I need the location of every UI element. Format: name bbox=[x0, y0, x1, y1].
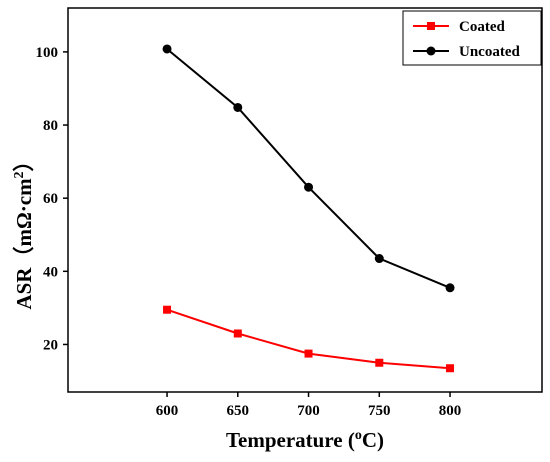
x-axis-title: Temperature (oC) bbox=[226, 428, 384, 452]
legend-label-uncoated: Uncoated bbox=[459, 44, 520, 60]
x-tick-label: 700 bbox=[297, 403, 320, 419]
x-tick-label: 600 bbox=[156, 403, 179, 419]
legend-marker-coated bbox=[427, 22, 435, 30]
y-tick-label: 40 bbox=[43, 264, 58, 280]
data-point-coated bbox=[304, 349, 313, 358]
data-point-coated bbox=[233, 329, 242, 338]
legend-box bbox=[402, 10, 542, 66]
data-point-coated bbox=[375, 358, 384, 367]
series-line-uncoated bbox=[166, 48, 451, 289]
data-point-coated bbox=[163, 305, 172, 314]
legend-item-uncoated: Uncoated bbox=[413, 44, 520, 60]
legend-marker-uncoated bbox=[426, 46, 436, 56]
legend-item-coated: Coated bbox=[413, 19, 505, 35]
y-tick-label: 80 bbox=[43, 118, 58, 134]
data-point-uncoated bbox=[304, 182, 314, 192]
plot-frame bbox=[67, 7, 543, 393]
series-layer bbox=[162, 44, 455, 373]
y-tick-label: 60 bbox=[43, 191, 58, 207]
legend-label-coated: Coated bbox=[459, 19, 505, 35]
x-tick-label: 800 bbox=[439, 403, 462, 419]
data-point-uncoated bbox=[233, 102, 243, 112]
data-point-uncoated bbox=[162, 44, 172, 54]
y-axis-title: ASR（mΩ·cm2） bbox=[12, 150, 36, 309]
data-point-uncoated bbox=[374, 254, 384, 264]
legend: Coated Uncoated bbox=[402, 10, 542, 66]
series-line-coated bbox=[166, 308, 451, 370]
data-point-coated bbox=[446, 364, 455, 373]
y-tick-label: 100 bbox=[36, 45, 59, 61]
data-point-uncoated bbox=[445, 283, 455, 293]
x-tick-label: 750 bbox=[368, 403, 391, 419]
axis-ticks: 600 650 700 750 800 20 40 60 80 100 bbox=[36, 45, 462, 419]
x-tick-label: 650 bbox=[227, 403, 250, 419]
y-tick-label: 20 bbox=[43, 337, 58, 353]
